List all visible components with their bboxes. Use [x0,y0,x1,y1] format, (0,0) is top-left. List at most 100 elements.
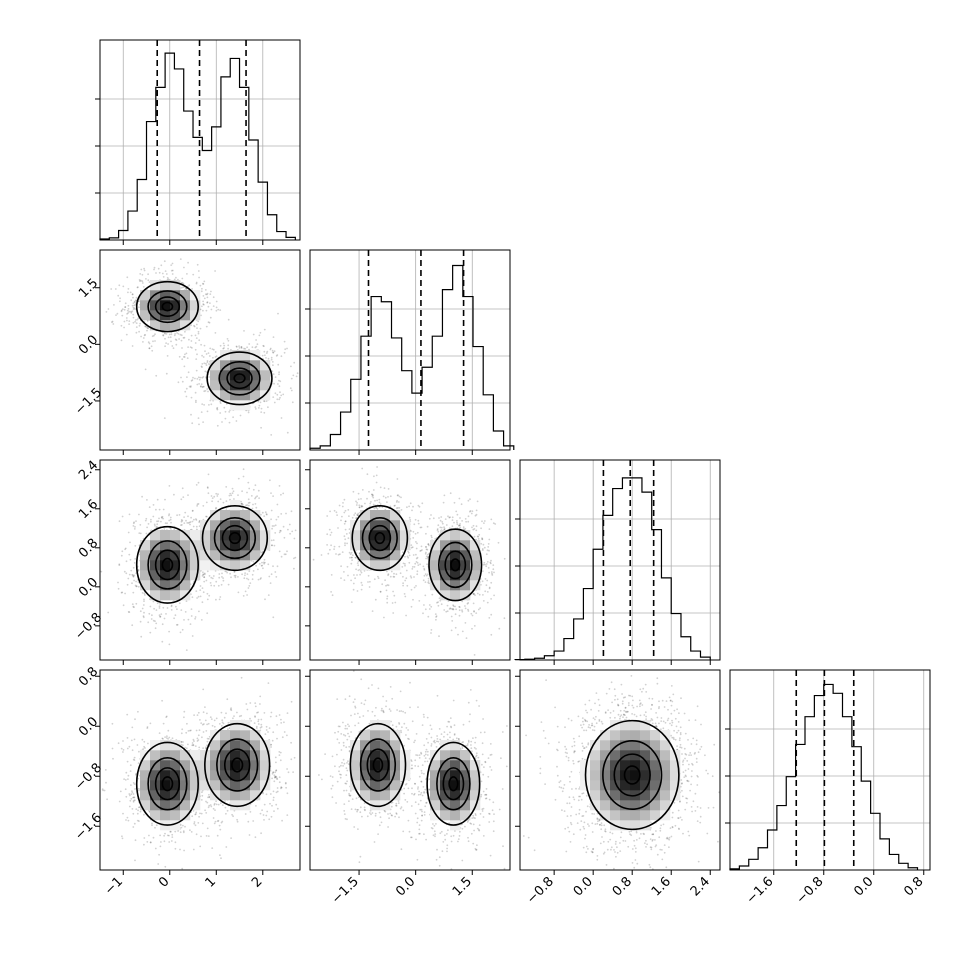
sample-point [478,593,481,596]
sample-point [198,423,200,426]
density-bin [180,300,191,311]
sample-point [273,401,276,404]
density-bin [170,590,181,601]
sample-point [355,517,358,520]
sample-point [395,507,398,510]
sample-point [282,492,285,495]
sample-point [278,371,280,374]
sample-point [356,502,358,504]
sample-point [286,431,289,434]
density-bin [380,550,391,561]
sample-point [424,553,427,555]
sample-point [176,623,179,626]
sample-point [220,583,223,586]
sample-point [489,562,492,565]
sample-point [181,380,184,383]
contour-level-0 [135,525,199,604]
sample-point [240,503,243,505]
contour-level-2 [221,524,249,552]
sample-point [254,346,257,349]
density-bin [160,590,171,601]
sample-point [355,504,358,506]
sample-point [354,512,357,515]
sample-point [212,296,215,299]
sample-point [427,581,430,584]
sample-point [328,528,331,531]
sample-point [135,322,138,324]
sample-point [247,481,250,484]
sample-point [190,608,193,610]
sample-point [366,497,368,500]
sample-point [246,577,248,580]
sample-point [150,618,153,620]
sample-point [419,526,422,529]
sample-point [356,562,359,564]
sample-point [413,586,416,589]
density-bin [190,550,201,561]
sample-point [213,804,216,806]
sample-point [355,557,357,559]
sample-point [410,544,413,546]
sample-point [195,590,198,592]
sample-point [435,616,437,618]
sample-point [139,524,142,526]
sample-point [187,618,190,621]
sample-point [473,625,476,627]
sample-point [360,504,363,507]
sample-point [430,534,433,537]
sample-point [426,548,429,551]
density-bin [450,550,461,561]
sample-point [294,529,297,532]
sample-point [146,329,148,332]
sample-point [355,517,358,519]
sample-point [461,609,463,611]
density-bin [180,530,191,541]
sample-point [170,521,172,524]
sample-point [134,308,137,311]
sample-point [490,571,493,573]
pair-panel-1-2 [305,459,511,665]
sample-point [393,594,396,597]
density-bin [230,550,241,561]
sample-point [265,357,267,359]
sample-point [137,585,140,588]
sample-point [280,555,283,558]
sample-point [260,564,263,567]
sample-point [295,375,298,378]
density-bin [240,530,251,541]
density-bin [250,380,261,391]
sample-point [456,523,459,526]
sample-point [440,516,443,518]
sample-point [166,355,169,357]
sample-point [278,485,281,487]
sample-point [245,504,248,507]
sample-point [142,616,145,619]
sample-point [134,526,136,528]
sample-point [242,508,244,510]
sample-point [410,588,413,591]
sample-point [139,280,141,282]
sample-point [267,357,270,360]
sample-point [476,535,479,538]
sample-point [187,522,190,524]
sample-point [396,494,399,497]
sample-point [430,536,433,539]
sample-point [409,502,412,505]
sample-point [357,514,359,517]
sample-point [141,592,144,594]
sample-point [344,520,347,523]
sample-point [125,560,128,563]
sample-point [344,520,347,523]
sample-point [292,374,295,377]
sample-point [200,290,203,293]
sample-point [208,575,211,577]
sample-point [472,524,475,527]
sample-point [121,550,124,553]
sample-point [203,344,206,347]
sample-point [132,574,134,576]
sample-point [203,573,206,576]
sample-point [205,353,208,355]
sample-point [215,507,217,510]
sample-point [473,610,475,613]
sample-point [459,517,461,519]
